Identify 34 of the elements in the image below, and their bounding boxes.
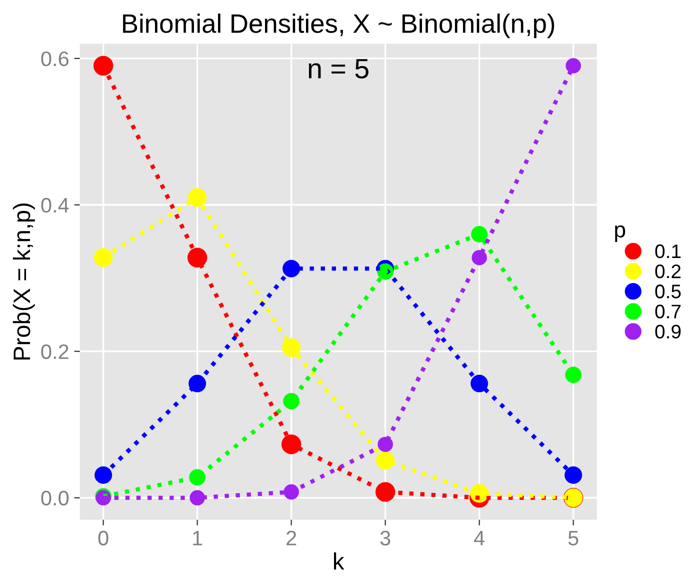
legend-label: 0.5 — [655, 284, 681, 298]
point — [282, 338, 301, 357]
point — [281, 434, 302, 454]
point — [94, 466, 112, 484]
point — [565, 366, 582, 383]
legend-title: p — [615, 225, 626, 242]
legend-label: 0.1 — [655, 244, 681, 258]
point — [187, 248, 208, 268]
legend-label: 0.2 — [655, 264, 681, 278]
y-tick-label: 0.6 — [41, 51, 68, 66]
x-tick-label: 3 — [380, 530, 390, 546]
point — [470, 374, 488, 392]
x-axis-title: k — [334, 552, 344, 570]
point — [564, 466, 582, 484]
y-tick-label: 0.4 — [41, 198, 69, 213]
chart-title: Binomial Densities, X ~ Binomial(n,p) — [123, 14, 554, 38]
legend-label: 0.9 — [655, 324, 681, 338]
point — [282, 260, 300, 278]
x-tick-label: 2 — [286, 530, 296, 546]
y-tick-label: 0.2 — [41, 344, 68, 360]
point — [566, 58, 581, 74]
point — [188, 188, 207, 207]
point — [471, 226, 488, 242]
x-tick-label: 0 — [98, 530, 108, 546]
point — [284, 484, 299, 500]
annotation: n = 5 — [308, 59, 368, 78]
x-tick-label: 4 — [474, 530, 485, 546]
y-tick-label: 0.0 — [41, 490, 69, 506]
legend-label: 0.7 — [655, 304, 681, 318]
x-tick-label: 1 — [193, 530, 202, 546]
point — [94, 248, 113, 267]
y-axis-title: Prob(X = k;n,p) — [12, 204, 35, 360]
point — [93, 56, 114, 76]
x-tick-label: 5 — [568, 530, 578, 546]
